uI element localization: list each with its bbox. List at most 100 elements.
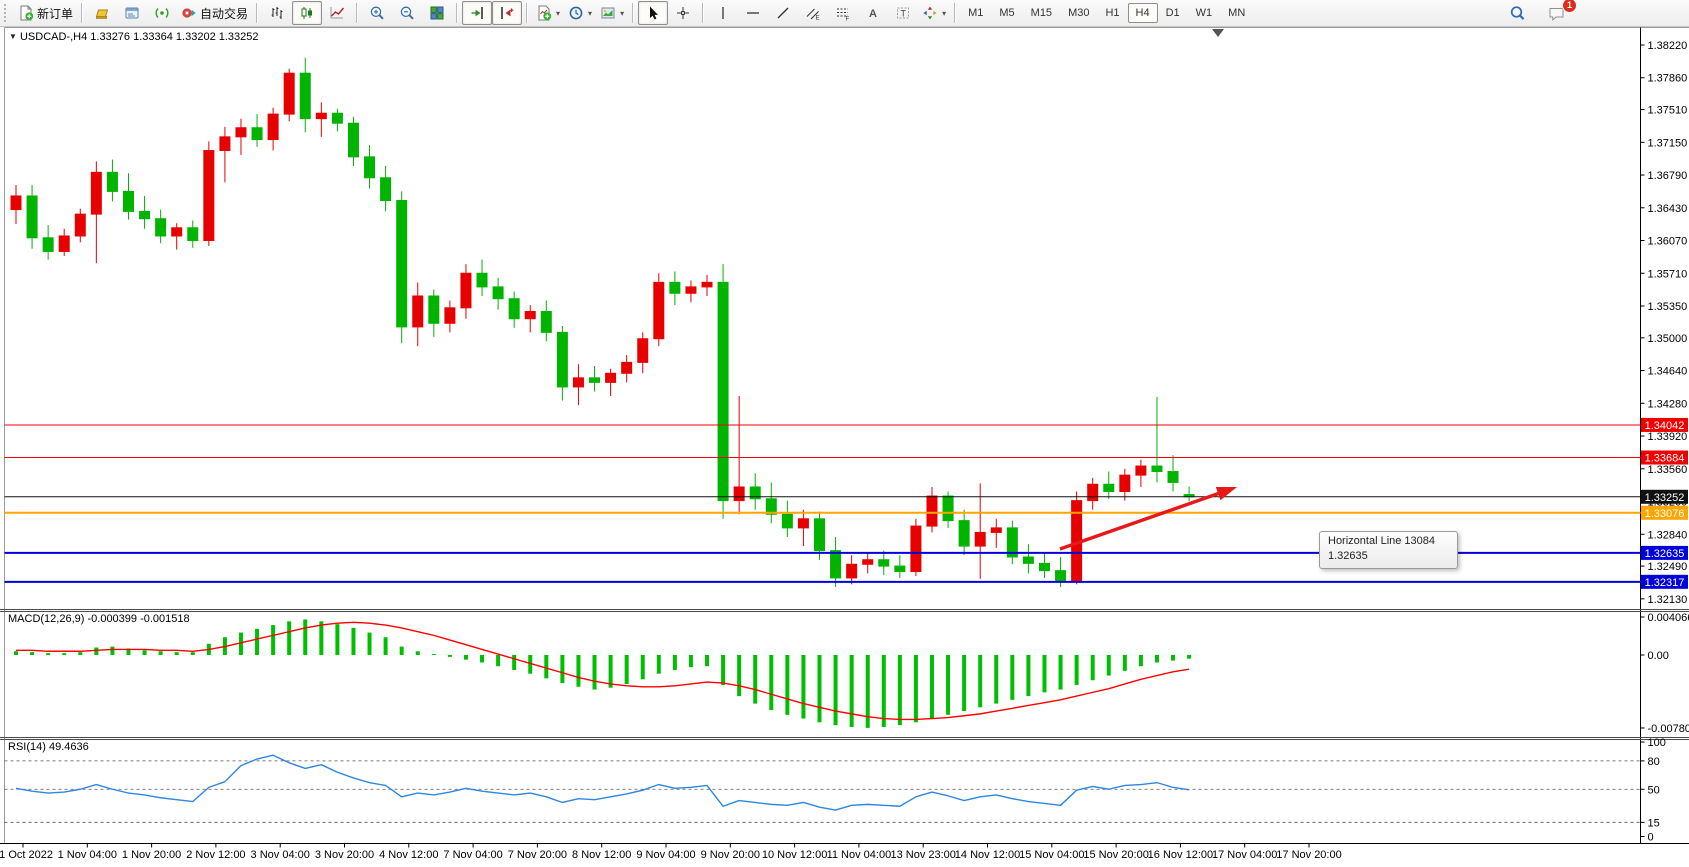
timeframe-button-M15[interactable]: M15	[1030, 7, 1053, 19]
line-chart-button[interactable]	[322, 1, 352, 25]
indicators-button[interactable]: ▾	[532, 1, 564, 25]
chart-symbol-period: USDCAD-,H4	[19, 31, 88, 43]
price-tick-label: 1.32490	[1648, 561, 1688, 573]
bar-chart-button[interactable]	[262, 1, 292, 25]
periods-button[interactable]: ▾	[564, 1, 596, 25]
rsi-axis-label: 80	[1648, 756, 1660, 768]
candlestick-chart-icon	[299, 5, 315, 21]
toolbar-separator	[632, 3, 635, 23]
vertical-line-icon	[715, 5, 731, 21]
timeframe-button-W1[interactable]: W1	[1195, 7, 1213, 19]
candlestick-chart-button[interactable]	[292, 1, 323, 25]
price-badge-text: 1.32635	[1645, 548, 1685, 560]
chart-shift-button[interactable]	[492, 1, 523, 25]
candlestick-series	[10, 57, 1195, 588]
price-tick-label: 1.36430	[1648, 203, 1688, 215]
new-order-icon	[18, 5, 34, 21]
trend-arrow[interactable]	[1059, 488, 1231, 551]
terminal-icon	[124, 5, 140, 21]
search-button[interactable]	[1502, 1, 1532, 25]
timeframe-button-MN[interactable]: MN	[1228, 7, 1246, 19]
time-tick-label: 15 Nov 20:00	[1083, 849, 1148, 861]
arrows-button[interactable]: ▾	[918, 1, 950, 25]
price-badge-1.33684	[1641, 450, 1688, 465]
price-tick-label: 1.32130	[1648, 594, 1688, 606]
price-tick-label: 1.38220	[1648, 40, 1688, 52]
channel-button[interactable]: E	[798, 1, 828, 25]
time-tick-label: 7 Nov 04:00	[443, 849, 502, 861]
chart-shift-marker[interactable]	[1212, 29, 1224, 37]
timeframe-button-H1[interactable]: H1	[1105, 7, 1120, 19]
time-tick-label: 3 Nov 04:00	[251, 849, 310, 861]
price-tick-label: 1.32840	[1648, 529, 1688, 541]
timeframe-button-M5[interactable]: M5	[999, 7, 1015, 19]
time-tick-label: 31 Oct 2022	[0, 849, 53, 861]
toolbar-separator	[702, 3, 705, 23]
rsi-indicator-label: RSI(14) 49.4636	[8, 741, 89, 753]
price-tick-label: 1.37150	[1648, 137, 1688, 149]
clock-icon	[568, 5, 584, 21]
chevron-down-icon: ▾	[620, 8, 625, 18]
timeframe-button-H4[interactable]: H4	[1127, 3, 1158, 23]
svg-text:F: F	[846, 17, 850, 22]
auto-trading-button[interactable]: 自动交易	[177, 1, 252, 25]
tooltip-object-name: Horizontal Line 13084	[1328, 535, 1436, 547]
trendline-button[interactable]	[768, 1, 798, 25]
auto-scroll-button[interactable]	[462, 1, 493, 25]
time-axis	[22, 843, 1310, 848]
publish-button[interactable]	[147, 1, 177, 25]
time-tick-label: 7 Nov 20:00	[508, 849, 567, 861]
price-tick-label: 1.33560	[1648, 464, 1688, 476]
timeframe-button-M1[interactable]: M1	[968, 7, 984, 19]
price-badge-1.32317	[1641, 574, 1688, 589]
auto-trading-label: 自动交易	[200, 6, 249, 21]
price-tick-label: 1.35000	[1648, 333, 1688, 345]
chevron-down-icon: ▾	[942, 8, 947, 18]
fibonacci-button[interactable]: F	[828, 1, 858, 25]
price-badge-text: 1.33252	[1645, 492, 1685, 504]
toolbar-drag-handle[interactable]	[4, 4, 11, 22]
notifications-button[interactable]: 1	[1541, 0, 1577, 25]
terminal-button[interactable]	[117, 1, 147, 25]
label-button[interactable]: T	[888, 1, 918, 25]
trend-arrow-head[interactable]	[1215, 487, 1237, 501]
toolbar-separator	[356, 3, 359, 23]
price-badge-1.33076	[1641, 505, 1688, 520]
profiles-button[interactable]	[87, 1, 117, 25]
templates-icon	[600, 5, 616, 21]
zoom-out-button[interactable]	[392, 1, 422, 25]
zoom-in-button[interactable]	[362, 1, 392, 25]
crosshair-button[interactable]	[668, 1, 698, 25]
chart-shift-icon	[499, 5, 515, 21]
svg-text:T: T	[901, 9, 907, 19]
new-order-button[interactable]: 新订单	[14, 1, 77, 25]
price-badge-text: 1.32317	[1645, 577, 1685, 589]
cursor-icon	[645, 5, 661, 21]
time-tick-label: 9 Nov 04:00	[636, 849, 695, 861]
toolbar-separator	[256, 3, 259, 23]
cursor-button[interactable]	[638, 1, 669, 25]
chevron-down-icon: ▾	[556, 8, 561, 18]
templates-button[interactable]: ▾	[596, 1, 628, 25]
macd-name: MACD(12,26,9)	[8, 613, 85, 625]
timeframe-button-D1[interactable]: D1	[1165, 7, 1180, 19]
chart-title: ▼ USDCAD-,H4 1.33276 1.33364 1.33202 1.3…	[9, 31, 259, 43]
symbol-dropdown-icon[interactable]: ▼	[9, 32, 17, 41]
rsi-value: 49.4636	[48, 741, 89, 753]
indicators-icon	[536, 5, 552, 21]
zoom-out-icon	[399, 5, 415, 21]
tile-windows-button[interactable]	[422, 1, 452, 25]
time-tick-label: 15 Nov 04:00	[1019, 849, 1084, 861]
time-tick-label: 3 Nov 20:00	[315, 849, 374, 861]
equidistant-channel-icon: E	[805, 5, 821, 21]
text-button[interactable]: A	[858, 1, 888, 25]
toolbar-right-group: 1	[1502, 0, 1577, 25]
tooltip-object-value: 1.32635	[1328, 550, 1368, 562]
profiles-icon	[94, 5, 110, 21]
horizontal-line-button[interactable]	[738, 1, 768, 25]
timeframe-button-M30[interactable]: M30	[1068, 7, 1090, 19]
time-tick-label: 14 Nov 12:00	[955, 849, 1020, 861]
rsi-axis-label: 100	[1648, 737, 1666, 749]
vertical-line-button[interactable]	[708, 1, 738, 25]
